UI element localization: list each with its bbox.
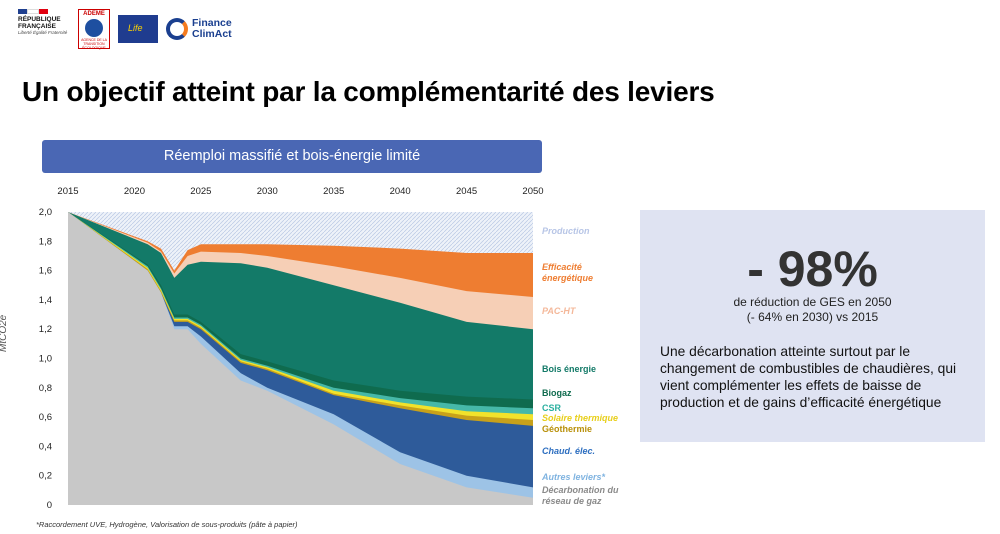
x-tick-label: 2045	[456, 186, 477, 197]
legend-solaire-thermique: Solaire thermique	[542, 413, 619, 423]
y-tick-label: 0,8	[39, 383, 52, 394]
legend-pac-ht: PAC-HT	[542, 306, 576, 316]
summary-description: Une décarbonation atteinte surtout par l…	[660, 344, 957, 410]
y-tick-label: 1,2	[39, 324, 52, 335]
y-tick-label: 0,2	[39, 471, 52, 482]
finance-climact-logo: Finance ClimAct	[166, 18, 250, 40]
y-tick-label: 0,4	[39, 441, 52, 452]
x-tick-label: 2035	[323, 186, 344, 197]
x-tick-label: 2040	[390, 186, 411, 197]
legend-g-othermie: Géothermie	[542, 424, 593, 434]
legend-bois-nergie: Bois énergie	[542, 364, 597, 374]
legend-csr: CSR	[542, 403, 562, 413]
finance-climact-icon	[166, 18, 188, 40]
eu-life-logo: Life	[118, 15, 158, 43]
y-tick-label: 0	[47, 500, 52, 511]
ademe-logo: ADEME AGENCE DE LA TRANSITION ÉCOLOGIQUE	[78, 9, 110, 50]
y-tick-label: 1,4	[39, 295, 52, 306]
y-tick-label: 1,8	[39, 236, 52, 247]
y-tick-label: 1,0	[39, 354, 52, 365]
legend-biogaz: Biogaz	[542, 388, 572, 398]
reduction-headline: - 98%	[747, 241, 878, 297]
legend-d-carbonation-du-r-seau-de-gaz: Décarbonation du réseau de gaz	[542, 485, 619, 506]
x-tick-label: 2020	[124, 186, 145, 197]
x-tick-label: 2015	[57, 186, 78, 197]
partner-logos: RÉPUBLIQUE FRANÇAISE Liberté Égalité Fra…	[18, 8, 250, 50]
legend-chaud-lec-: Chaud. élec.	[542, 446, 596, 456]
x-tick-label: 2025	[190, 186, 211, 197]
republique-francaise-logo: RÉPUBLIQUE FRANÇAISE Liberté Égalité Fra…	[18, 9, 70, 49]
y-axis-label: MtCO2e	[0, 314, 9, 352]
x-tick-label: 2030	[257, 186, 278, 197]
x-tick-label: 2050	[522, 186, 543, 197]
footnote: *Raccordement UVE, Hydrogène, Valorisati…	[36, 520, 298, 529]
page-title: Un objectif atteint par la complémentari…	[22, 76, 715, 107]
summary-panel: - 98% de réduction de GES en 2050 (- 64%…	[640, 210, 985, 442]
reduction-subline: de réduction de GES en 2050 (- 64% en 20…	[733, 295, 892, 324]
legend-efficacit-nerg-tique: Efficacité énergétique	[542, 262, 594, 283]
y-tick-label: 0,6	[39, 412, 52, 423]
chart-banner: Réemploi massifié et bois-énergie limité	[42, 140, 542, 173]
legend-production: Production	[542, 226, 590, 236]
legend-autres-leviers-: Autres leviers*	[542, 472, 606, 482]
y-tick-label: 1,6	[39, 266, 52, 277]
area-d-carbonation-du-r-seau-de-gaz	[68, 212, 533, 505]
y-tick-label: 2,0	[39, 207, 52, 218]
